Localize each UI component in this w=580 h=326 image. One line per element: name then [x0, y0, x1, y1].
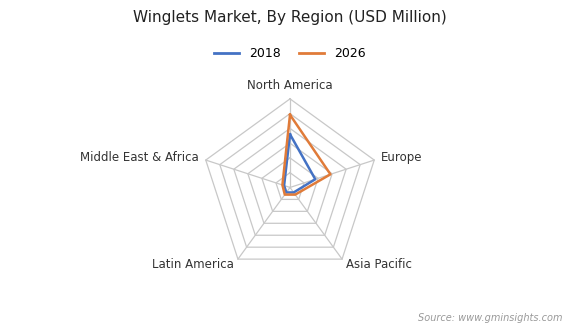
Legend: 2018, 2026: 2018, 2026: [209, 42, 371, 65]
Text: Middle East & Africa: Middle East & Africa: [80, 151, 199, 164]
Text: Asia Pacific: Asia Pacific: [346, 258, 412, 271]
Text: Winglets Market, By Region (USD Million): Winglets Market, By Region (USD Million): [133, 10, 447, 25]
Text: Source: www.gminsights.com: Source: www.gminsights.com: [418, 313, 563, 323]
Text: Latin America: Latin America: [152, 258, 234, 271]
Text: North America: North America: [247, 79, 333, 92]
Text: Europe: Europe: [381, 151, 422, 164]
